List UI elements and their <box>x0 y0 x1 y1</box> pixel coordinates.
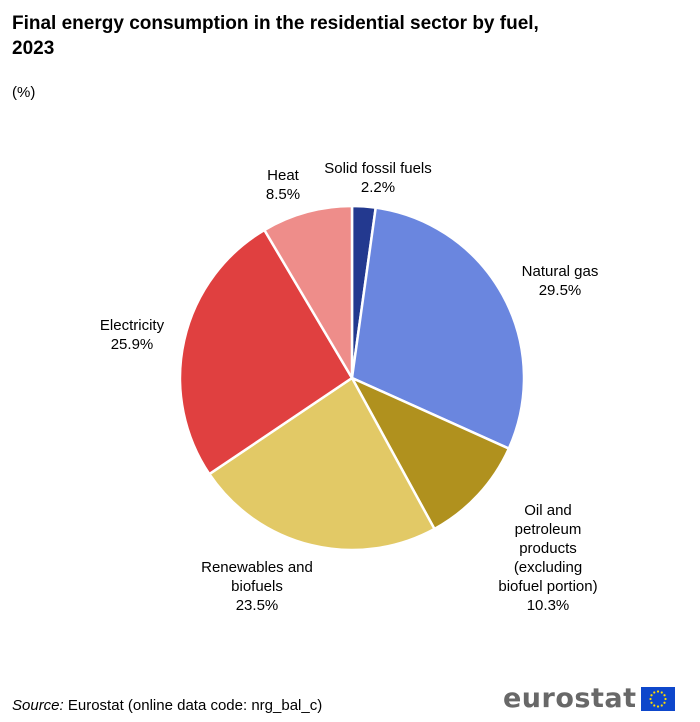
eu-flag-star <box>648 697 652 701</box>
pie-label-1: Natural gas 29.5% <box>522 263 599 299</box>
eu-flag-star <box>656 690 659 693</box>
eu-flag-star <box>652 704 655 707</box>
eu-flag-star <box>660 691 663 694</box>
eu-flag-star <box>652 691 655 694</box>
pie-slice-natural-gas <box>350 206 526 450</box>
pie-label-text: Oil and <box>524 502 572 519</box>
pie-label-5: Heat 8.5% <box>266 167 300 203</box>
chart-title: Final energy consumption in the resident… <box>12 13 539 59</box>
pie-label-text: products <box>519 540 577 557</box>
pie-label-0: Solid fossil fuels 2.2% <box>324 160 432 196</box>
eu-flag-icon <box>640 687 675 711</box>
pie-label-text: Electricity <box>100 317 165 334</box>
source-note: Source: Eurostat (online data code: nrg_… <box>12 697 322 714</box>
pie-slice-renewables-and-biofuels <box>208 376 436 552</box>
eu-flag-star <box>649 701 653 704</box>
unit-label: (%) <box>12 84 36 101</box>
pie-label-value: 23.5% <box>236 597 279 614</box>
pie-label-text: petroleum <box>515 521 582 538</box>
eu-flag-star <box>662 701 666 704</box>
pie-slice-oil-and-petroleum-products-excluding-biofuel-portion <box>350 376 511 531</box>
pie-label-4: Electricity 25.9% <box>100 317 165 353</box>
source-prefix: Source: <box>12 697 64 714</box>
pie-label-text: Natural gas <box>522 263 599 280</box>
pie-label-text: Solid fossil fuels <box>324 160 432 177</box>
eu-flag-star <box>660 704 663 707</box>
pie-label-text: Heat <box>267 167 300 184</box>
pie-slice-electricity <box>178 228 354 476</box>
pie-label-value: 2.2% <box>361 179 395 196</box>
pie-label-value: 10.3% <box>527 597 570 614</box>
eu-flag-star <box>649 694 653 697</box>
logo-text: eurostat <box>503 683 637 714</box>
eu-flag-star <box>656 705 659 708</box>
pie-label-3: Renewables and biofuels 23.5% <box>201 559 313 614</box>
pie-chart: Solid fossil fuels 2.2% Natural gas 29.5% Oi… <box>100 160 598 614</box>
eurostat-logo: eurostat <box>503 683 675 714</box>
pie-slice-heat <box>263 204 354 380</box>
eu-flag-star <box>663 697 667 701</box>
pie-label-value: 25.9% <box>111 336 154 353</box>
pie-labels: Solid fossil fuels 2.2% Natural gas 29.5% Oi… <box>100 160 598 614</box>
source-text: Eurostat (online data code: nrg_bal_c) <box>67 697 323 714</box>
pie-slices <box>178 204 526 552</box>
pie-label-text: biofuel portion) <box>498 578 597 595</box>
pie-label-text: Renewables and <box>201 559 313 576</box>
pie-label-text: (excluding <box>514 559 582 576</box>
pie-label-value: 8.5% <box>266 186 300 203</box>
eu-flag-star <box>662 694 666 697</box>
pie-label-2: Oil and petroleum products (excluding biofue… <box>498 502 597 614</box>
pie-label-value: 29.5% <box>539 282 582 299</box>
pie-label-text: biofuels <box>231 578 283 595</box>
